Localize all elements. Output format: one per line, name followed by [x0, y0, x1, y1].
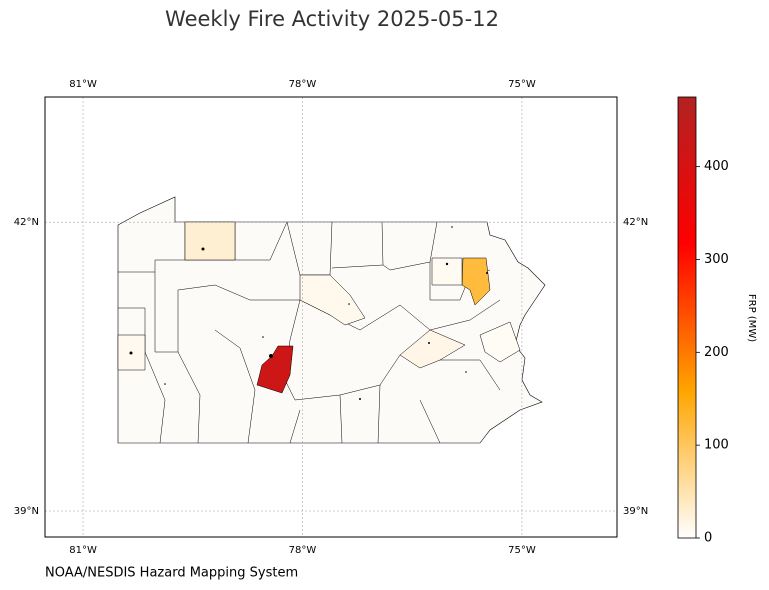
x-tick-label-bottom: 75°W — [508, 545, 536, 556]
x-tick-label-top: 75°W — [508, 79, 536, 90]
colorbar-tick-label: 200 — [704, 345, 729, 360]
colorbar-tick-label: 100 — [704, 438, 729, 453]
colorbar-tick-label: 300 — [704, 252, 729, 267]
map-area — [45, 97, 617, 537]
fire-region — [299, 274, 366, 326]
y-tick-label-left: 39°N — [14, 506, 39, 517]
fire-region — [431, 257, 463, 286]
fire-detections — [129, 226, 488, 400]
colorbar-label: FRP (MW) — [746, 294, 757, 342]
colorbar — [677, 96, 697, 539]
x-tick-label-bottom: 81°W — [69, 545, 97, 556]
y-tick-label-right: 42°N — [623, 217, 648, 228]
y-tick-label-left: 42°N — [14, 217, 39, 228]
fire-region — [184, 221, 236, 261]
fire-region — [479, 321, 521, 363]
map-title: Weekly Fire Activity 2025-05-12 — [165, 7, 499, 31]
x-tick-label-top: 81°W — [69, 79, 97, 90]
fire-region — [399, 329, 466, 369]
x-tick-label-top: 78°W — [289, 79, 317, 90]
x-tick-label-bottom: 78°W — [289, 545, 317, 556]
map-frame — [44, 96, 618, 538]
colorbar-tick-label: 0 — [704, 531, 712, 546]
source-credit: NOAA/NESDIS Hazard Mapping System — [45, 566, 298, 581]
y-tick-label-right: 39°N — [623, 506, 648, 517]
colorbar-tick-label: 400 — [704, 159, 729, 174]
